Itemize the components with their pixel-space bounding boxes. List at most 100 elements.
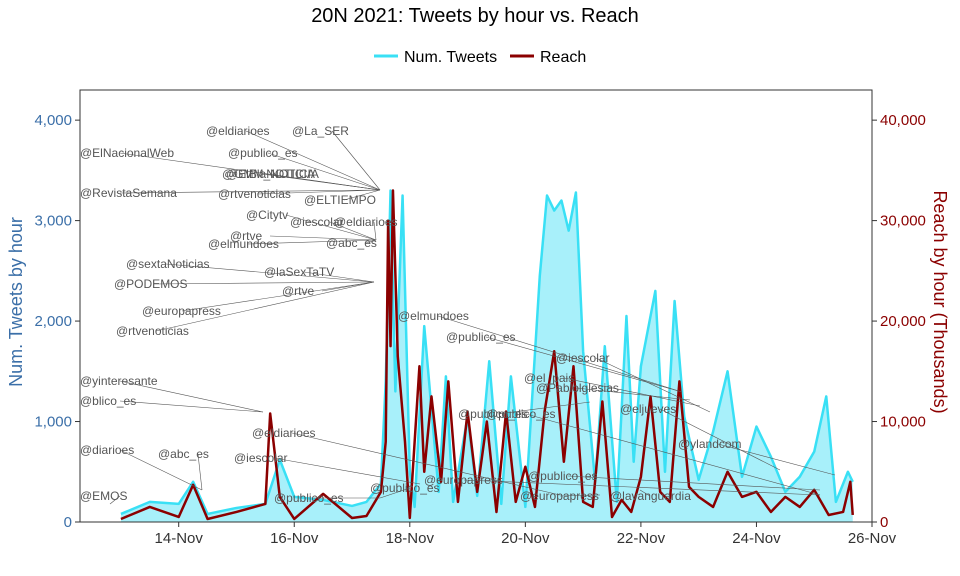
annotation-leader	[559, 494, 601, 497]
annotation-label: @laSexTaTV	[264, 265, 334, 279]
annotation-leader	[265, 173, 381, 191]
y-left-tick-label: 4,000	[34, 112, 72, 129]
annotation-label: @PODEMOS	[114, 277, 188, 291]
annotation-leader	[463, 479, 821, 496]
annotation-label: @eljueves	[620, 402, 676, 416]
y-left-tick-label: 3,000	[34, 213, 72, 230]
annotation-leader	[343, 189, 381, 201]
annotation-leader	[155, 281, 375, 332]
annotation-leader	[257, 189, 381, 195]
annotation-leader	[109, 495, 121, 505]
x-tick-label: 14-Nov	[155, 530, 204, 547]
annotation-labels: @eldiarioes @La_SER @ElNacionalWeb @publico…	[80, 124, 742, 505]
annotation-label: @ELTIEMPO	[304, 193, 376, 207]
annotation-label: @blico_es	[80, 394, 136, 408]
annotation-leader	[659, 408, 781, 471]
annotation-label: @el_pais	[524, 371, 574, 385]
annotation-label: @eldiarioes	[206, 124, 270, 138]
annotation-leader	[717, 443, 836, 476]
series-fill-num-tweets	[120, 190, 853, 522]
annotation-leader	[273, 457, 421, 485]
series-line-num-tweets	[120, 189, 854, 516]
annotation-label: @rtve	[230, 229, 263, 243]
annotation-label: @publico_es	[528, 469, 598, 483]
annotation-label: @publico_es	[274, 491, 344, 505]
annotation-label: @publico_es	[370, 481, 440, 495]
annotation-leader	[245, 130, 381, 191]
annotation-label: @Citytv	[246, 208, 288, 222]
annotation-leader	[303, 271, 375, 283]
annotation-label: @yinteresante	[80, 374, 158, 388]
annotation-leader	[329, 221, 377, 241]
annotation-leader	[291, 432, 561, 496]
y-right-tick-label: 10,000	[880, 414, 926, 431]
annotation-label: @elmundoes	[398, 309, 469, 323]
y-axis-right: 0 10,000 20,000 30,000 40,000	[872, 112, 926, 531]
annotation-leader	[247, 239, 377, 245]
annotation-leader	[267, 152, 381, 191]
annotation-leader	[575, 387, 691, 401]
annotation-leader	[379, 487, 411, 499]
annotation-leader	[197, 453, 203, 491]
annotation-label: @GMM_NOTICIA	[222, 167, 319, 181]
annotation-label: @eldiarioes	[252, 426, 316, 440]
annotation-leader	[497, 401, 591, 415]
annotation-label: @La_SER	[292, 124, 349, 138]
annotation-leader	[563, 377, 701, 407]
annotation-leader	[269, 235, 377, 241]
annotation-leader	[373, 221, 377, 241]
annotation-leader	[331, 130, 381, 191]
annotation-label: @diarioes	[80, 443, 134, 457]
y-right-tick-label: 40,000	[880, 112, 926, 129]
annotation-label: @europapress	[142, 304, 221, 318]
annotation-leader	[181, 281, 375, 312]
legend-label-reach: Reach	[540, 49, 586, 66]
annotation-leader	[119, 400, 264, 413]
x-tick-label: 20-Nov	[501, 530, 550, 547]
annotation-label: @abc_es	[326, 236, 377, 250]
annotation-label: @iescolar	[290, 215, 344, 229]
chart-title: 20N 2021: Tweets by hour vs. Reach	[311, 5, 639, 27]
annotation-leader	[165, 263, 375, 283]
annotation-label: @europapress	[520, 489, 599, 503]
annotation-label: @RevistaSemana	[80, 186, 177, 200]
x-tick-label: 22-Nov	[617, 530, 666, 547]
y-left-tick-label: 2,000	[34, 313, 72, 330]
series-line-reach	[120, 189, 854, 521]
y-axis-right-label: Reach by hour (Thousands)	[930, 190, 950, 413]
annotation-leader	[119, 380, 264, 413]
annotation-label: @europapress	[424, 473, 503, 487]
annotation-label: @lavanguardia	[610, 489, 691, 503]
x-axis: 14-Nov 16-Nov 18-Nov 20-Nov 22-Nov 24-Nov 26-N…	[155, 522, 897, 547]
annotation-label: @rtve	[282, 284, 315, 298]
x-tick-label: 18-Nov	[386, 530, 435, 547]
y-axis-left: 0 1,000 2,000 3,000 4,000	[34, 112, 80, 531]
x-tick-label: 16-Nov	[270, 530, 319, 547]
y-right-tick-label: 30,000	[880, 213, 926, 230]
annotation-label: @ElNacionalWeb	[80, 146, 174, 160]
annotation-leader	[525, 413, 821, 496]
annotation-leader	[365, 239, 377, 244]
annotation-label: @abc_es	[158, 447, 209, 461]
annotation-leader	[153, 281, 375, 285]
annotation-leader	[595, 357, 711, 413]
annotation-label: @Pablolglesias	[536, 381, 619, 395]
annotation-leader	[119, 189, 381, 194]
legend-label-num-tweets: Num. Tweets	[404, 49, 497, 66]
annotation-label: @ElBlaNOTICIA	[226, 167, 315, 181]
annotation-leader-lines	[109, 130, 836, 505]
annotation-leader	[119, 449, 203, 491]
x-tick-label: 26-Nov	[848, 530, 897, 547]
annotation-leader	[567, 475, 821, 491]
annotation-label: @publico_es	[228, 146, 298, 160]
annotation-leader	[485, 336, 683, 393]
annotation-label: @iescolar	[234, 451, 288, 465]
legend: Num. Tweets Reach	[374, 49, 586, 66]
y-right-tick-label: 0	[880, 514, 888, 531]
x-tick-label: 24-Nov	[732, 530, 781, 547]
y-right-tick-label: 20,000	[880, 313, 926, 330]
y-left-tick-label: 1,000	[34, 414, 72, 431]
annotation-leader	[285, 214, 377, 241]
annotation-label: @sextaNoticias	[126, 257, 210, 271]
